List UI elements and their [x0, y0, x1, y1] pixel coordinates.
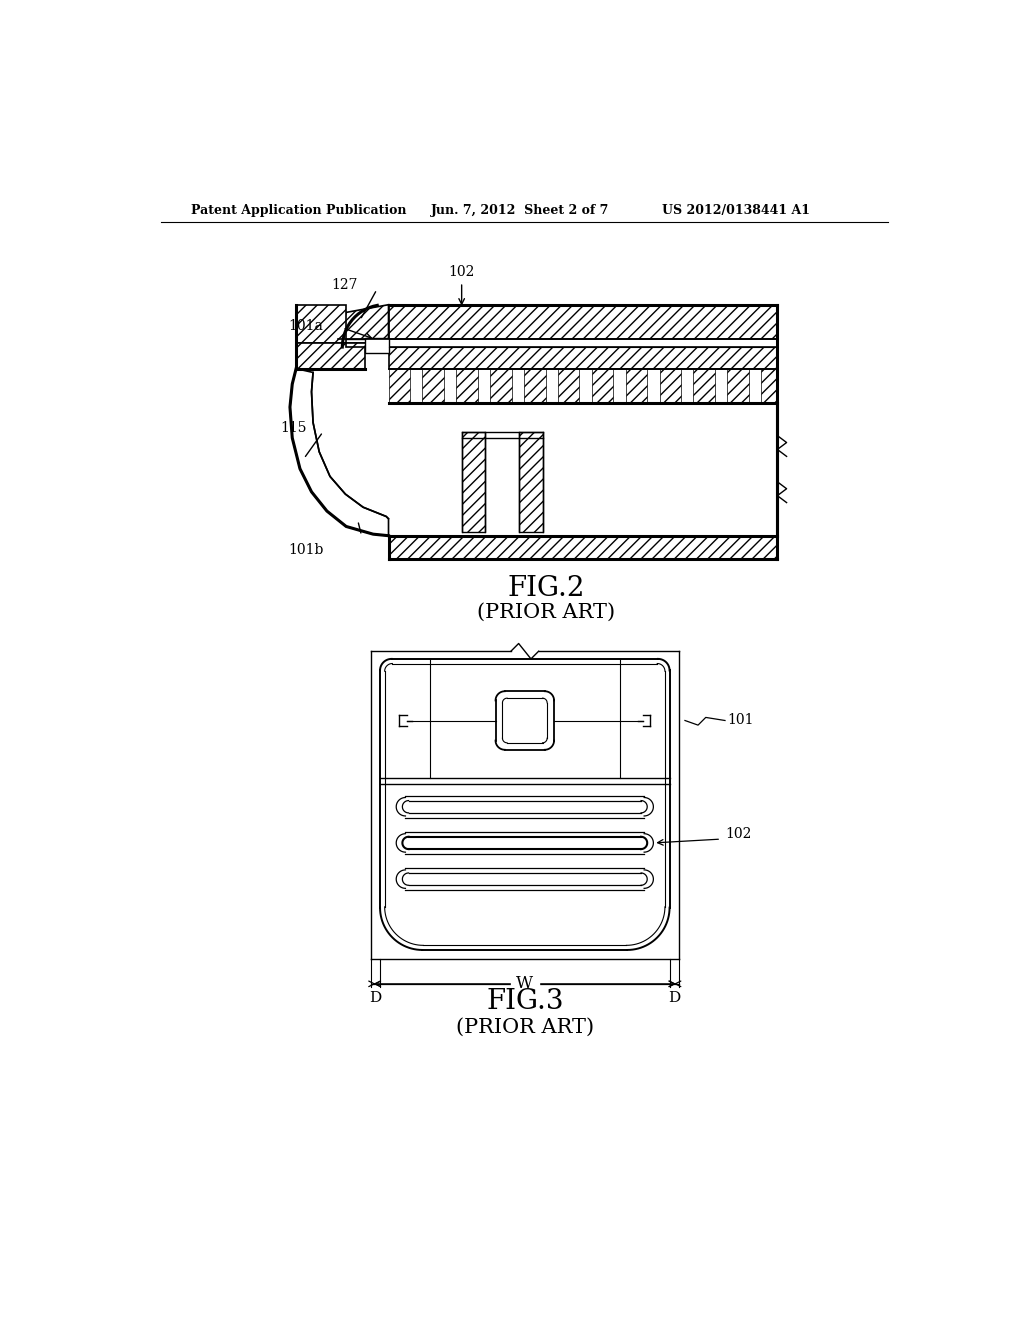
Polygon shape — [296, 343, 366, 368]
Polygon shape — [761, 368, 777, 404]
Polygon shape — [490, 368, 512, 404]
Text: D: D — [668, 991, 680, 1005]
Text: (PRIOR ART): (PRIOR ART) — [456, 1018, 594, 1036]
Text: FIG.2: FIG.2 — [508, 574, 585, 602]
Text: 102: 102 — [725, 826, 752, 841]
Text: Patent Application Publication: Patent Application Publication — [190, 205, 407, 218]
Polygon shape — [592, 368, 613, 404]
Polygon shape — [388, 536, 777, 558]
Polygon shape — [339, 305, 388, 339]
Text: 127: 127 — [331, 279, 357, 293]
Polygon shape — [457, 368, 478, 404]
Polygon shape — [626, 368, 647, 404]
Text: 101a: 101a — [289, 319, 324, 333]
Text: D: D — [370, 991, 382, 1005]
Polygon shape — [659, 368, 681, 404]
Polygon shape — [366, 338, 388, 354]
Text: W: W — [516, 975, 534, 993]
Polygon shape — [693, 368, 715, 404]
Polygon shape — [558, 368, 580, 404]
Polygon shape — [388, 305, 777, 339]
Polygon shape — [727, 368, 749, 404]
Text: 101: 101 — [727, 714, 754, 727]
Polygon shape — [388, 368, 410, 404]
Text: (PRIOR ART): (PRIOR ART) — [477, 603, 615, 622]
Text: 102: 102 — [449, 265, 475, 304]
Polygon shape — [388, 347, 777, 368]
Text: FIG.3: FIG.3 — [486, 989, 563, 1015]
Polygon shape — [462, 432, 484, 532]
Polygon shape — [290, 368, 388, 536]
Text: 115: 115 — [281, 421, 307, 434]
Polygon shape — [296, 305, 346, 343]
Text: Jun. 7, 2012  Sheet 2 of 7: Jun. 7, 2012 Sheet 2 of 7 — [431, 205, 609, 218]
Text: US 2012/0138441 A1: US 2012/0138441 A1 — [662, 205, 810, 218]
Polygon shape — [346, 343, 388, 347]
Polygon shape — [524, 368, 546, 404]
Polygon shape — [422, 368, 444, 404]
Polygon shape — [519, 432, 543, 532]
Text: 101b: 101b — [289, 543, 324, 557]
